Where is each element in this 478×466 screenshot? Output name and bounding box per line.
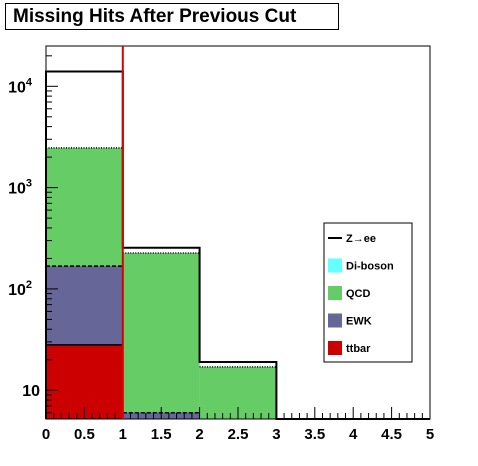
y-tick-label: 10 [22,383,40,400]
x-tick-label: 5 [426,426,434,443]
legend-swatch [328,313,342,328]
x-tick-label: 2.5 [228,426,249,443]
legend: Z→ee Di-boson QCD EWK ttbar [323,222,413,363]
y-tick-label: 103 [8,178,32,198]
x-tick-label: 3.5 [304,426,325,443]
x-tick-label: 3 [272,426,280,443]
chart-title: Missing Hits After Previous Cut [5,3,339,30]
y-tick-label: 104 [8,76,33,96]
legend-label: Di-boson [346,261,394,273]
bar-qcd-bin1 [122,253,200,419]
legend-label: Z→ee [346,233,376,245]
legend-swatch [328,341,342,355]
x-tick-label: 0 [42,426,50,443]
x-tick-label: 4 [349,426,358,443]
legend-swatch [328,258,342,273]
x-tick-label: 0.5 [74,426,95,443]
x-tick-label: 2 [195,426,203,443]
x-tick-label: 1.5 [151,426,172,443]
legend-label: EWK [346,316,372,328]
bar-ttbar-bin0 [46,344,123,419]
legend-label: QCD [346,288,371,300]
x-tick-label: 1 [119,426,127,443]
x-tick-label: 4.5 [381,426,402,443]
legend-label: ttbar [346,343,371,355]
y-tick-label: 102 [8,279,32,299]
legend-swatch [328,286,342,300]
